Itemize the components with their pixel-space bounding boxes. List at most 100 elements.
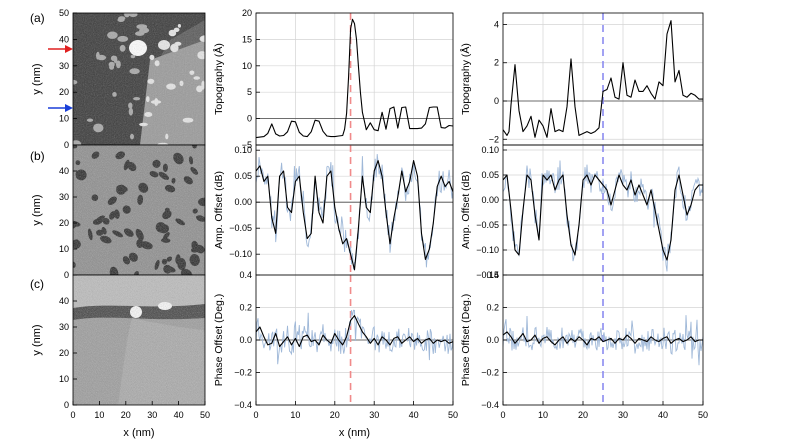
- x-tick-label: 20: [578, 410, 588, 420]
- x-tick-label: 50: [448, 410, 458, 420]
- image-c-ylabel: y (nm): [31, 324, 43, 355]
- image-y-tick-label: 10: [59, 374, 69, 384]
- image-y-tick-label: 40: [59, 166, 69, 176]
- y-axis-label: Amp. Offset (dB): [460, 171, 472, 249]
- image-y-tick-label: 20: [59, 348, 69, 358]
- y-tick-label: 0.10: [234, 145, 252, 155]
- image-y-tick-label: 50: [59, 8, 69, 18]
- y-tick-label: 20: [242, 8, 252, 18]
- x-tick-label: 20: [330, 410, 340, 420]
- image-x-tick-label: 20: [121, 410, 131, 420]
- image-a-ylabel: y (nm): [31, 63, 43, 94]
- image-y-tick-label: 0: [64, 270, 69, 280]
- y-tick-label: 0.2: [239, 303, 252, 313]
- y-tick-label: 0.4: [239, 270, 252, 280]
- y-tick-label: 0.05: [481, 170, 499, 180]
- image-y-tick-label: 30: [59, 322, 69, 332]
- image-b-amplitude: [73, 145, 205, 275]
- x-tick-label: 30: [369, 410, 379, 420]
- y-tick-label: −0.4: [234, 400, 252, 410]
- data-curve: [503, 174, 703, 261]
- image-y-tick-label: 0: [64, 140, 69, 150]
- image-c-frame: [72, 274, 206, 406]
- y-tick-label: 0.00: [234, 197, 252, 207]
- panel-label-b: (b): [30, 149, 45, 163]
- image-axis-ticks: 0 10 20 30 40 50 0 10 20 30 40 50 0 10 20 30 40 0 10 20 30 40: [59, 8, 210, 420]
- y-tick-label: −0.15: [476, 270, 499, 280]
- panel-label-c: (c): [30, 277, 44, 291]
- red-arrow-marker: [48, 45, 73, 53]
- x-tick-label: 40: [658, 410, 668, 420]
- image-x-tick-label: 50: [200, 410, 210, 420]
- image-c-phase: [73, 275, 205, 405]
- y-tick-label: 0.00: [481, 195, 499, 205]
- y-tick-label: −5: [242, 140, 252, 150]
- data-curve: [256, 315, 453, 348]
- y-tick-label: 0.05: [234, 171, 252, 181]
- image-y-tick-label: 20: [59, 218, 69, 228]
- panel-label-a: (a): [30, 11, 45, 25]
- data-curve: [503, 20, 703, 138]
- y-tick-label: 0.2: [486, 303, 499, 313]
- y-axis-label: Phase Offset (Deg.): [460, 294, 472, 387]
- x-tick-label: 0: [253, 410, 258, 420]
- chart-right-amplitude: 0.10 0.05 0.00 −0.05 −0.10 −0.15 Amp. Offset (…: [460, 144, 704, 280]
- image-x-tick-label: 40: [174, 410, 184, 420]
- image-y-tick-label: 40: [59, 296, 69, 306]
- plot-frame: [255, 144, 454, 276]
- y-tick-label: −2: [489, 134, 499, 144]
- y-tick-label: −0.05: [229, 223, 252, 233]
- image-y-tick-label: 40: [59, 34, 69, 44]
- data-curve: [503, 331, 703, 346]
- y-tick-label: −0.4: [481, 400, 499, 410]
- image-x-tick-label: 30: [147, 410, 157, 420]
- y-tick-label: −0.10: [476, 245, 499, 255]
- y-axis-label: Topography (Å): [212, 43, 225, 115]
- y-tick-label: −0.05: [476, 220, 499, 230]
- y-tick-label: 0.4: [486, 270, 499, 280]
- image-x-tick-label: 10: [94, 410, 104, 420]
- x-tick-label: 30: [618, 410, 628, 420]
- image-y-tick-label: 30: [59, 192, 69, 202]
- chart-left-amplitude: 0.10 0.05 0.00 −0.05 −0.10 Amp. Offset (dB): [213, 144, 454, 276]
- image-b-ylabel: y (nm): [31, 194, 43, 225]
- y-axis-label: Topography (Å): [459, 43, 472, 115]
- y-tick-label: 2: [494, 58, 499, 68]
- image-y-tick-label: 10: [59, 244, 69, 254]
- y-tick-label: −0.10: [229, 249, 252, 259]
- x-tick-label: 10: [290, 410, 300, 420]
- image-y-tick-label: 0: [64, 400, 69, 410]
- noise-trace: [503, 160, 703, 272]
- noise-trace: [256, 154, 453, 270]
- y-tick-label: 0.10: [481, 145, 499, 155]
- image-y-tick-label: 30: [59, 61, 69, 71]
- x-axis-label: x (nm): [339, 427, 370, 439]
- y-axis-label: Amp. Offset (dB): [213, 171, 225, 249]
- image-xlabel: x (nm): [123, 427, 154, 439]
- y-tick-label: 0: [494, 96, 499, 106]
- blue-arrow-marker: [48, 104, 73, 112]
- x-tick-label: 10: [538, 410, 548, 420]
- x-tick-label: 40: [409, 410, 419, 420]
- y-tick-label: 0: [247, 114, 252, 124]
- noise-trace: [256, 309, 453, 365]
- data-curve: [256, 160, 453, 271]
- line-charts: −5 0 5 10 15 20 Topography (Å) −2 0 2 4 Topography …: [212, 8, 708, 439]
- y-tick-label: −0.2: [234, 368, 252, 378]
- y-tick-label: −0.2: [481, 368, 499, 378]
- y-tick-label: 5: [247, 87, 252, 97]
- chart-left-topography: −5 0 5 10 15 20 Topography (Å): [212, 8, 454, 150]
- y-tick-label: 4: [494, 19, 499, 29]
- y-tick-label: 0.0: [486, 335, 499, 345]
- image-x-tick-label: 0: [70, 410, 75, 420]
- y-tick-label: 10: [242, 61, 252, 71]
- y-tick-label: 0.0: [239, 335, 252, 345]
- x-tick-label: 0: [500, 410, 505, 420]
- chart-right-phase: 0.4 0.2 0.0 −0.2 −0.40 10 20 30 40 50 Phase Offset…: [460, 270, 708, 420]
- chart-left-phase: 0.4 0.2 0.0 −0.2 −0.40 10 20 30 40 50 Phase Offset…: [213, 270, 458, 439]
- y-tick-label: 15: [242, 34, 252, 44]
- chart-right-topography: −2 0 2 4 Topography (Å): [459, 12, 704, 146]
- x-tick-label: 50: [698, 410, 708, 420]
- y-axis-label: Phase Offset (Deg.): [213, 294, 225, 387]
